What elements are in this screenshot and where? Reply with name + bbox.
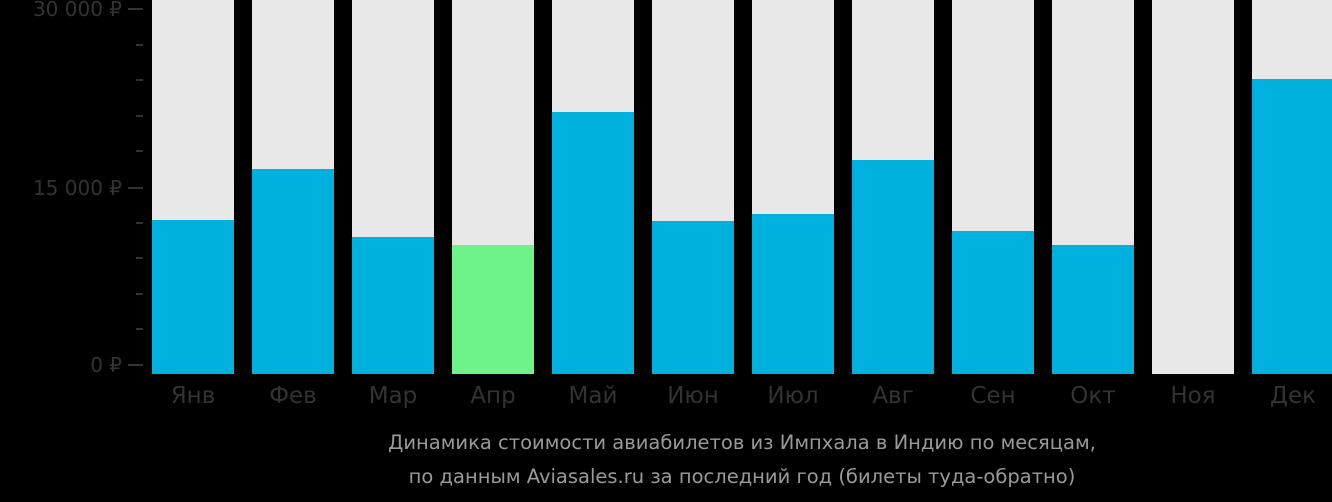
bar-9[interactable] [952,0,1034,374]
y-axis-minor-tick [136,222,143,224]
y-axis-minor-tick [136,115,143,117]
bar-value-fill [852,160,934,374]
bar-11[interactable] [1152,0,1234,374]
y-axis-minor-tick [136,293,143,295]
bar-value-fill [252,169,334,374]
bar-4[interactable] [452,0,534,374]
y-axis-label: 15 000 ₽ [32,176,122,200]
x-axis-month-label: Окт [1070,383,1116,409]
bar-6[interactable] [652,0,734,374]
bar-3[interactable] [352,0,434,374]
x-axis-month-label: Мар [368,383,418,409]
x-axis-month-label: Июн [667,383,719,409]
x-axis-month-label: Фев [269,383,317,409]
bar-value-fill [552,112,634,374]
bar-value-fill [352,237,434,374]
bar-value-fill [952,231,1034,374]
y-axis-minor-tick [136,150,143,152]
chart-caption-line-2: по данным Aviasales.ru за последний год … [408,465,1076,488]
bar-5[interactable] [552,0,634,374]
x-axis-month-label: Авг [872,383,914,409]
x-axis-month-label: Ноя [1170,383,1216,409]
bar-7[interactable] [752,0,834,374]
y-axis-minor-tick [136,44,143,46]
y-axis-label: 30 000 ₽ [32,0,122,21]
x-axis-month-label: Апр [470,383,516,409]
bar-2[interactable] [252,0,334,374]
y-axis-major-tick [128,8,143,10]
bar-value-fill [1052,245,1134,374]
chart-caption-line-1: Динамика стоимости авиабилетов из Импхал… [388,431,1096,454]
bar-10[interactable] [1052,0,1134,374]
x-axis-month-label: Янв [170,383,216,409]
bar-value-fill [752,214,834,374]
bar-value-fill [1252,79,1332,374]
bar-value-fill [152,220,234,374]
x-axis-month-label: Дек [1269,383,1316,409]
y-axis-major-tick [128,187,143,189]
bar-value-fill [652,221,734,374]
bar-12[interactable] [1252,0,1332,374]
x-axis-month-label: Июл [767,383,819,409]
x-axis-month-label: Сен [970,383,1016,409]
y-axis-minor-tick [136,79,143,81]
y-axis-minor-tick [136,257,143,259]
y-axis-major-tick [128,364,143,366]
bar-8[interactable] [852,0,934,374]
bar-value-fill [452,245,534,374]
y-axis-label: 0 ₽ [90,353,122,377]
x-axis-month-label: Май [568,383,618,409]
bar-1[interactable] [152,0,234,374]
y-axis-minor-tick [136,328,143,330]
